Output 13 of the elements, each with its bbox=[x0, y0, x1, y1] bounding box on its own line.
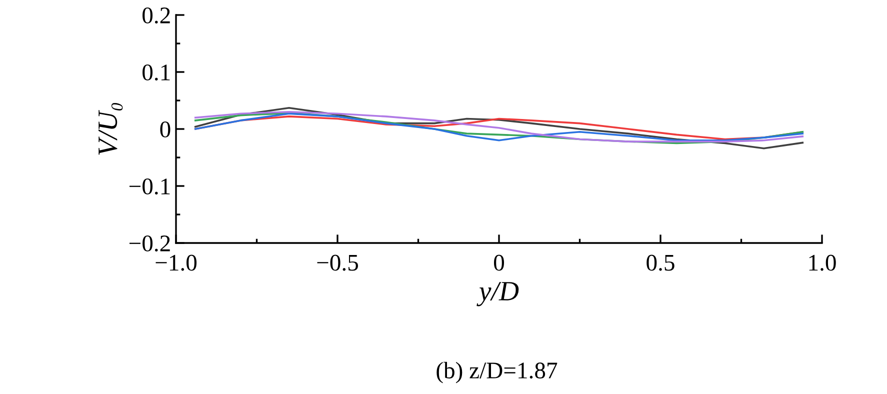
y-tick-label: −0.1 bbox=[129, 178, 170, 195]
x-axis-title: y/D bbox=[476, 282, 519, 306]
y-tick-label: 0.2 bbox=[142, 7, 170, 24]
x-tick-label: 1.0 bbox=[809, 254, 836, 271]
x-tick-label: 0.5 bbox=[646, 254, 674, 271]
x-tick-label: −1.0 bbox=[156, 254, 197, 271]
y-tick-label: 0 bbox=[160, 121, 170, 138]
y-axis-title: V/U₀ bbox=[98, 102, 123, 155]
y-tick-label: 0.1 bbox=[142, 64, 170, 81]
text: (b) z/D=1.87 bbox=[436, 362, 558, 384]
x-tick-label: −0.5 bbox=[317, 254, 358, 271]
x-tick-label: 0 bbox=[494, 254, 504, 271]
y-tick-label: −0.2 bbox=[129, 235, 170, 252]
